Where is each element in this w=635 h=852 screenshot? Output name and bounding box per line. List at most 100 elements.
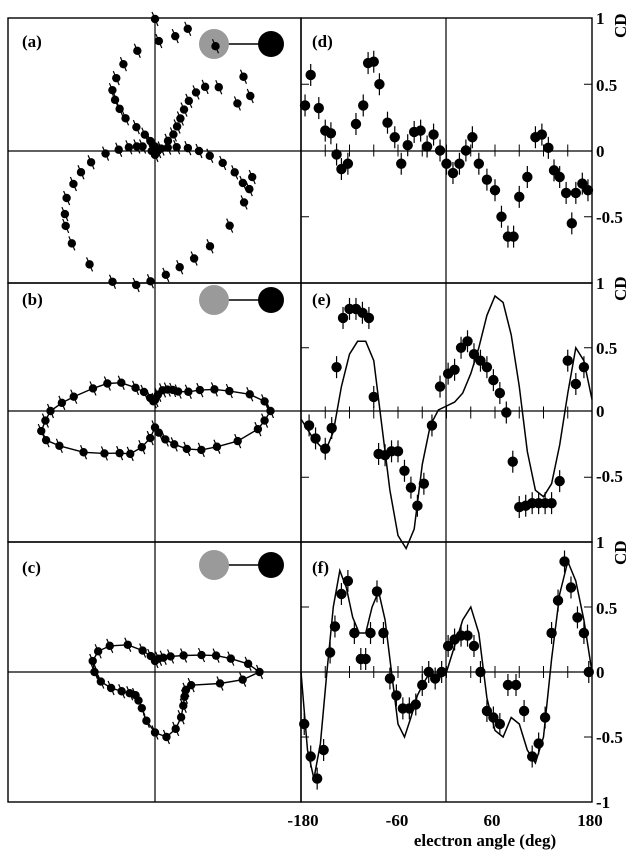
- data-point: [266, 406, 275, 416]
- data-point: [226, 654, 236, 663]
- data-point: [560, 187, 572, 199]
- data-point: [115, 104, 124, 114]
- data-point: [260, 397, 269, 406]
- panel-label-d: (d): [312, 32, 333, 51]
- data-point: [137, 442, 147, 452]
- data-point: [510, 679, 522, 691]
- data-point: [350, 118, 362, 130]
- data-point: [184, 96, 194, 106]
- data-point: [582, 185, 594, 196]
- data-point: [112, 73, 121, 83]
- data-point: [462, 630, 473, 641]
- data-point: [179, 105, 189, 114]
- y-tick-label: 0: [596, 142, 605, 161]
- data-point: [418, 478, 430, 489]
- data-point: [473, 158, 485, 169]
- data-point: [325, 128, 337, 139]
- data-point: [124, 143, 134, 152]
- data-point: [103, 379, 112, 388]
- black-atom-icon: [258, 552, 284, 578]
- data-point: [150, 728, 160, 737]
- data-point: [518, 705, 530, 717]
- data-point: [536, 129, 548, 140]
- y-tick-label: 1: [596, 9, 605, 28]
- data-point: [436, 666, 447, 678]
- data-point: [562, 355, 573, 366]
- data-point: [423, 666, 434, 678]
- data-point: [329, 621, 341, 632]
- data-point: [434, 381, 446, 392]
- data-point: [197, 650, 206, 660]
- data-point: [205, 151, 214, 160]
- data-point: [233, 436, 242, 446]
- data-point: [429, 673, 441, 684]
- data-point: [305, 69, 316, 81]
- data-point: [468, 349, 480, 360]
- data-point: [133, 46, 142, 55]
- data-point: [546, 497, 557, 509]
- data-point: [197, 445, 206, 455]
- data-point: [507, 456, 518, 467]
- data-point: [85, 260, 94, 269]
- data-point: [559, 556, 570, 567]
- data-point: [342, 158, 354, 169]
- data-point: [172, 122, 182, 131]
- data-point: [150, 14, 160, 24]
- y-tick-label: -1: [596, 793, 610, 812]
- data-point: [412, 500, 423, 511]
- data-point: [363, 312, 375, 324]
- data-point: [108, 85, 117, 95]
- data-point: [434, 145, 446, 156]
- data-point: [243, 659, 253, 669]
- y-tick-label: 1: [596, 274, 605, 293]
- y-axis-title-bottom: CD: [611, 540, 630, 565]
- data-point: [245, 390, 254, 399]
- data-point: [171, 31, 180, 41]
- data-point: [396, 158, 407, 169]
- data-point: [195, 385, 205, 395]
- y-tick-labels-top: 1 0.5 0 -0.5: [596, 9, 623, 227]
- data-point: [132, 122, 141, 132]
- data-point: [426, 420, 438, 431]
- data-point: [331, 361, 342, 373]
- data-point: [169, 130, 178, 139]
- data-point: [442, 640, 454, 652]
- data-point: [105, 641, 114, 651]
- y-tick-label: 0: [596, 663, 605, 682]
- data-point: [324, 647, 336, 658]
- data-point: [211, 42, 220, 51]
- data-point: [215, 679, 225, 688]
- data-point: [214, 83, 223, 92]
- data-point: [146, 277, 155, 286]
- data-point: [132, 142, 142, 151]
- data-point: [117, 687, 126, 696]
- data-point: [110, 95, 120, 105]
- data-point: [146, 136, 155, 146]
- data-point: [225, 221, 234, 230]
- data-point: [106, 683, 116, 693]
- data-point: [121, 114, 130, 123]
- data-point: [475, 666, 486, 678]
- data-point: [514, 191, 525, 203]
- x-tick-label: 60: [484, 811, 501, 830]
- data-point: [88, 384, 98, 393]
- data-point: [166, 652, 175, 661]
- data-point: [565, 582, 577, 593]
- x-tick-label: -60: [386, 811, 409, 830]
- y-tick-label: 1: [596, 533, 605, 552]
- data-point: [186, 680, 196, 690]
- data-point: [154, 428, 164, 437]
- data-point: [494, 387, 506, 399]
- data-point: [57, 398, 67, 408]
- data-point: [61, 221, 70, 231]
- data-point: [488, 374, 499, 386]
- data-point: [239, 198, 249, 207]
- data-point: [248, 172, 257, 182]
- data-point: [415, 125, 426, 136]
- data-point: [101, 149, 110, 158]
- y-tick-label: 0.5: [596, 76, 617, 95]
- data-point: [69, 392, 78, 401]
- data-point: [299, 100, 311, 111]
- y-tick-labels-bottom: 1 0.5 0 -0.5 -1: [596, 533, 623, 812]
